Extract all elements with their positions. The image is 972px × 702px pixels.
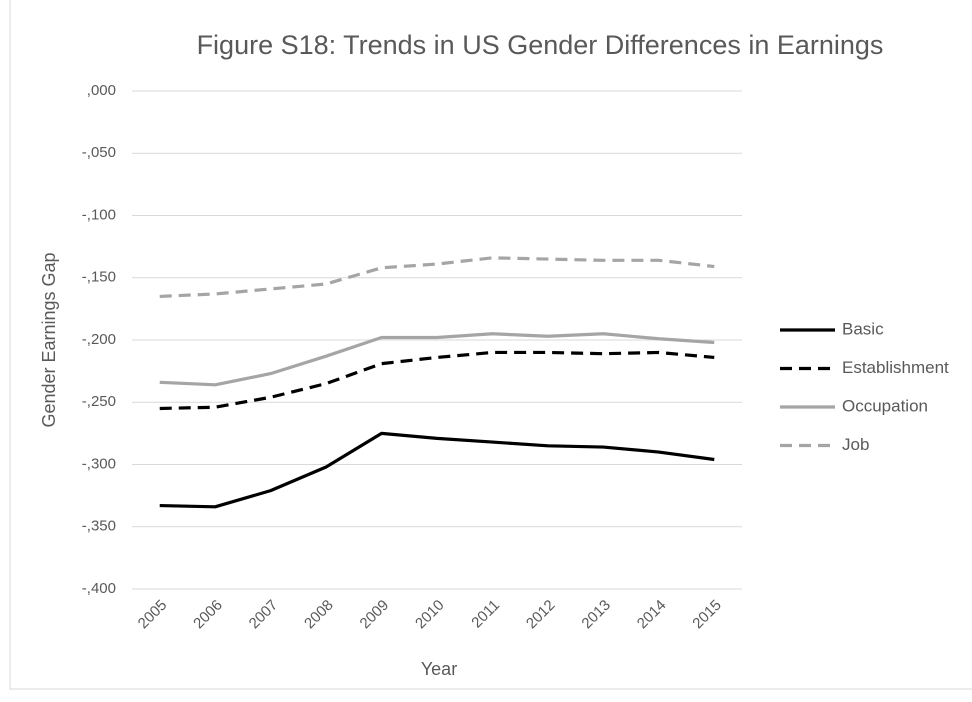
- legend-label: Establishment: [842, 358, 949, 377]
- chart-frame: [9, 0, 972, 690]
- x-tick-label: 2005: [135, 597, 171, 633]
- y-tick-label: -,050: [82, 144, 116, 161]
- series-line: [159, 332, 715, 387]
- x-axis-title: Year: [421, 659, 457, 679]
- y-tick-label: -,100: [82, 206, 116, 223]
- y-tick-label: -,150: [82, 269, 116, 286]
- x-tick-label: 2006: [190, 597, 226, 633]
- series-line: [159, 256, 715, 299]
- y-axis-title: Gender Earnings Gap: [39, 252, 59, 427]
- series-line: [159, 431, 715, 509]
- y-tick-label: -,300: [82, 455, 116, 472]
- y-tick-label: -,250: [82, 393, 116, 410]
- x-tick-label: 2008: [301, 597, 337, 633]
- legend-label: Job: [842, 435, 869, 454]
- x-tick-label: 2009: [357, 597, 393, 633]
- y-tick-label: ,000: [87, 82, 116, 99]
- y-tick-label: -,200: [82, 331, 116, 348]
- x-tick-label: 2011: [468, 597, 503, 632]
- x-tick-label: 2013: [578, 597, 614, 633]
- legend-label: Basic: [842, 319, 884, 338]
- x-tick-label: 2014: [634, 597, 670, 633]
- legend-label: Occupation: [842, 396, 928, 415]
- x-tick-label: 2015: [689, 597, 725, 633]
- chart-title: Figure S18: Trends in US Gender Differen…: [197, 30, 884, 60]
- x-tick-label: 2007: [246, 597, 282, 633]
- x-tick-label: 2010: [412, 597, 448, 633]
- y-tick-label: -,350: [82, 518, 116, 535]
- y-tick-label: -,400: [82, 580, 116, 597]
- x-tick-label: 2012: [523, 597, 559, 633]
